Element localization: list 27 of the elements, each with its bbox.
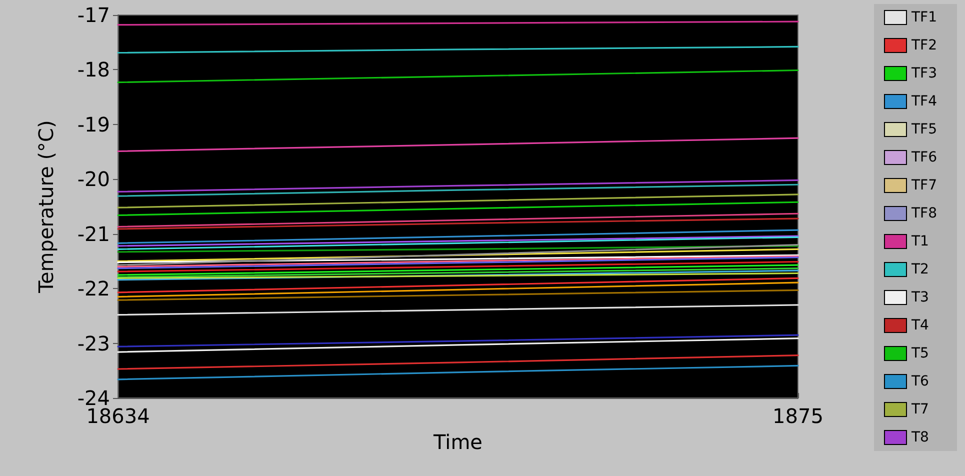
legend-label: T6 <box>910 374 930 390</box>
legend-label: T2 <box>910 262 929 278</box>
y-tick-label: -21 <box>77 222 110 246</box>
legend-label: TF2 <box>910 38 938 54</box>
legend-label: T8 <box>910 430 929 446</box>
x-axis-title: Time <box>432 430 482 454</box>
y-tick-label: -18 <box>77 58 110 82</box>
y-tick-label: -17 <box>77 3 110 27</box>
legend-label: TF4 <box>910 94 938 110</box>
legend-label: TF3 <box>910 66 938 82</box>
legend-label: T1 <box>910 234 929 250</box>
legend-label: TF1 <box>910 10 938 26</box>
y-tick-label: -19 <box>77 112 110 136</box>
legend-label: T5 <box>910 346 929 362</box>
legend-label: TF6 <box>910 150 938 166</box>
legend-label: TF7 <box>910 178 938 194</box>
y-axis-title: Temperature (°C) <box>34 120 58 294</box>
y-tick-label: -20 <box>77 167 110 192</box>
x-tick-label: 18634 <box>86 404 150 428</box>
legend-label: T4 <box>910 318 930 334</box>
y-tick-label: -22 <box>77 276 110 301</box>
legend-label: TF5 <box>910 122 938 138</box>
legend-label: T3 <box>910 290 929 306</box>
legend-label: TF8 <box>910 206 938 222</box>
legend-label: T7 <box>910 402 929 418</box>
x-tick-label: 1875 <box>772 404 824 428</box>
y-tick-label: -23 <box>77 331 110 356</box>
